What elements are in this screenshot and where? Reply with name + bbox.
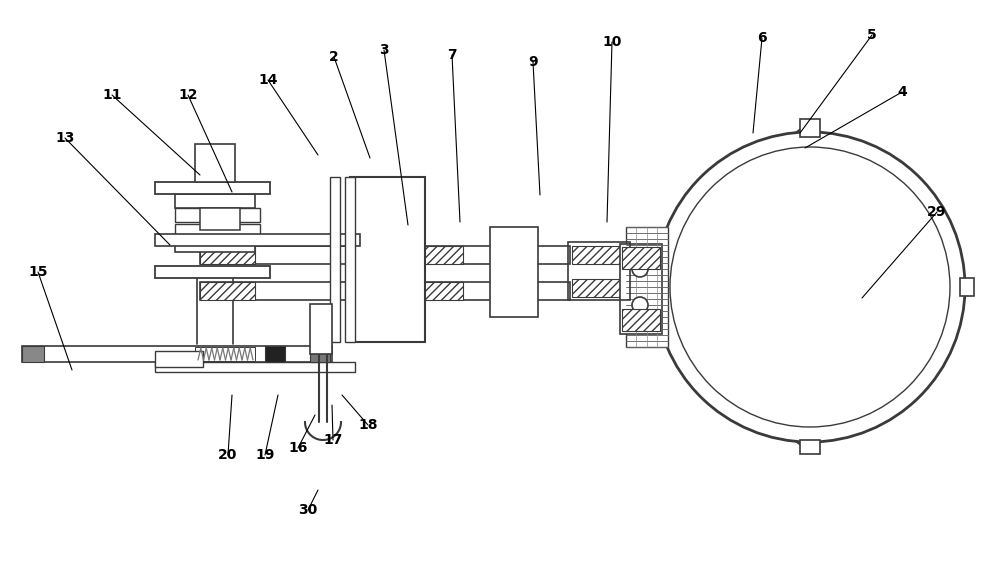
Bar xyxy=(622,309,660,331)
Bar xyxy=(960,278,974,296)
Bar xyxy=(626,227,668,347)
Text: 11: 11 xyxy=(102,88,122,102)
Bar xyxy=(345,177,355,342)
Bar xyxy=(572,279,627,297)
Text: 3: 3 xyxy=(379,43,389,57)
Text: 16: 16 xyxy=(288,441,308,455)
Circle shape xyxy=(632,297,648,313)
Text: 6: 6 xyxy=(757,31,767,45)
Text: 15: 15 xyxy=(28,265,48,279)
Bar xyxy=(200,246,570,264)
Bar xyxy=(572,246,627,264)
Bar xyxy=(22,346,44,362)
Text: 18: 18 xyxy=(358,418,378,432)
Bar xyxy=(568,242,630,300)
Bar xyxy=(175,224,260,238)
Text: 13: 13 xyxy=(55,131,75,145)
Circle shape xyxy=(670,147,950,427)
Bar xyxy=(310,346,330,362)
Bar xyxy=(330,177,340,342)
Text: 20: 20 xyxy=(218,448,238,462)
Text: 7: 7 xyxy=(447,48,457,62)
Bar xyxy=(622,247,660,269)
Circle shape xyxy=(655,132,965,442)
Bar xyxy=(200,282,255,300)
Bar xyxy=(200,246,255,264)
Bar xyxy=(200,282,570,300)
Text: 30: 30 xyxy=(298,503,318,517)
Bar xyxy=(800,440,820,454)
Bar xyxy=(265,346,285,362)
Bar xyxy=(408,246,463,264)
Text: 12: 12 xyxy=(178,88,198,102)
Text: 17: 17 xyxy=(323,433,343,447)
Text: 4: 4 xyxy=(897,85,907,99)
Circle shape xyxy=(632,261,648,277)
Bar xyxy=(200,208,240,230)
Bar xyxy=(155,266,270,278)
Bar xyxy=(22,346,332,362)
Text: 14: 14 xyxy=(258,73,278,87)
Bar xyxy=(408,282,463,300)
Text: 10: 10 xyxy=(602,35,622,49)
Bar xyxy=(350,177,425,342)
Bar xyxy=(490,227,538,317)
Bar xyxy=(800,119,820,137)
Bar xyxy=(155,362,355,372)
Bar xyxy=(155,234,360,246)
Bar xyxy=(195,347,255,361)
Text: 9: 9 xyxy=(528,55,538,69)
Bar xyxy=(155,351,203,367)
Text: 2: 2 xyxy=(329,50,339,64)
Bar xyxy=(175,194,255,208)
Bar xyxy=(175,238,255,252)
Bar xyxy=(620,244,662,334)
Text: 19: 19 xyxy=(255,448,275,462)
Bar xyxy=(195,144,235,182)
Bar xyxy=(175,208,260,222)
Bar xyxy=(155,182,270,194)
Text: 29: 29 xyxy=(927,205,947,219)
Text: 5: 5 xyxy=(867,28,877,42)
Bar xyxy=(310,304,332,354)
